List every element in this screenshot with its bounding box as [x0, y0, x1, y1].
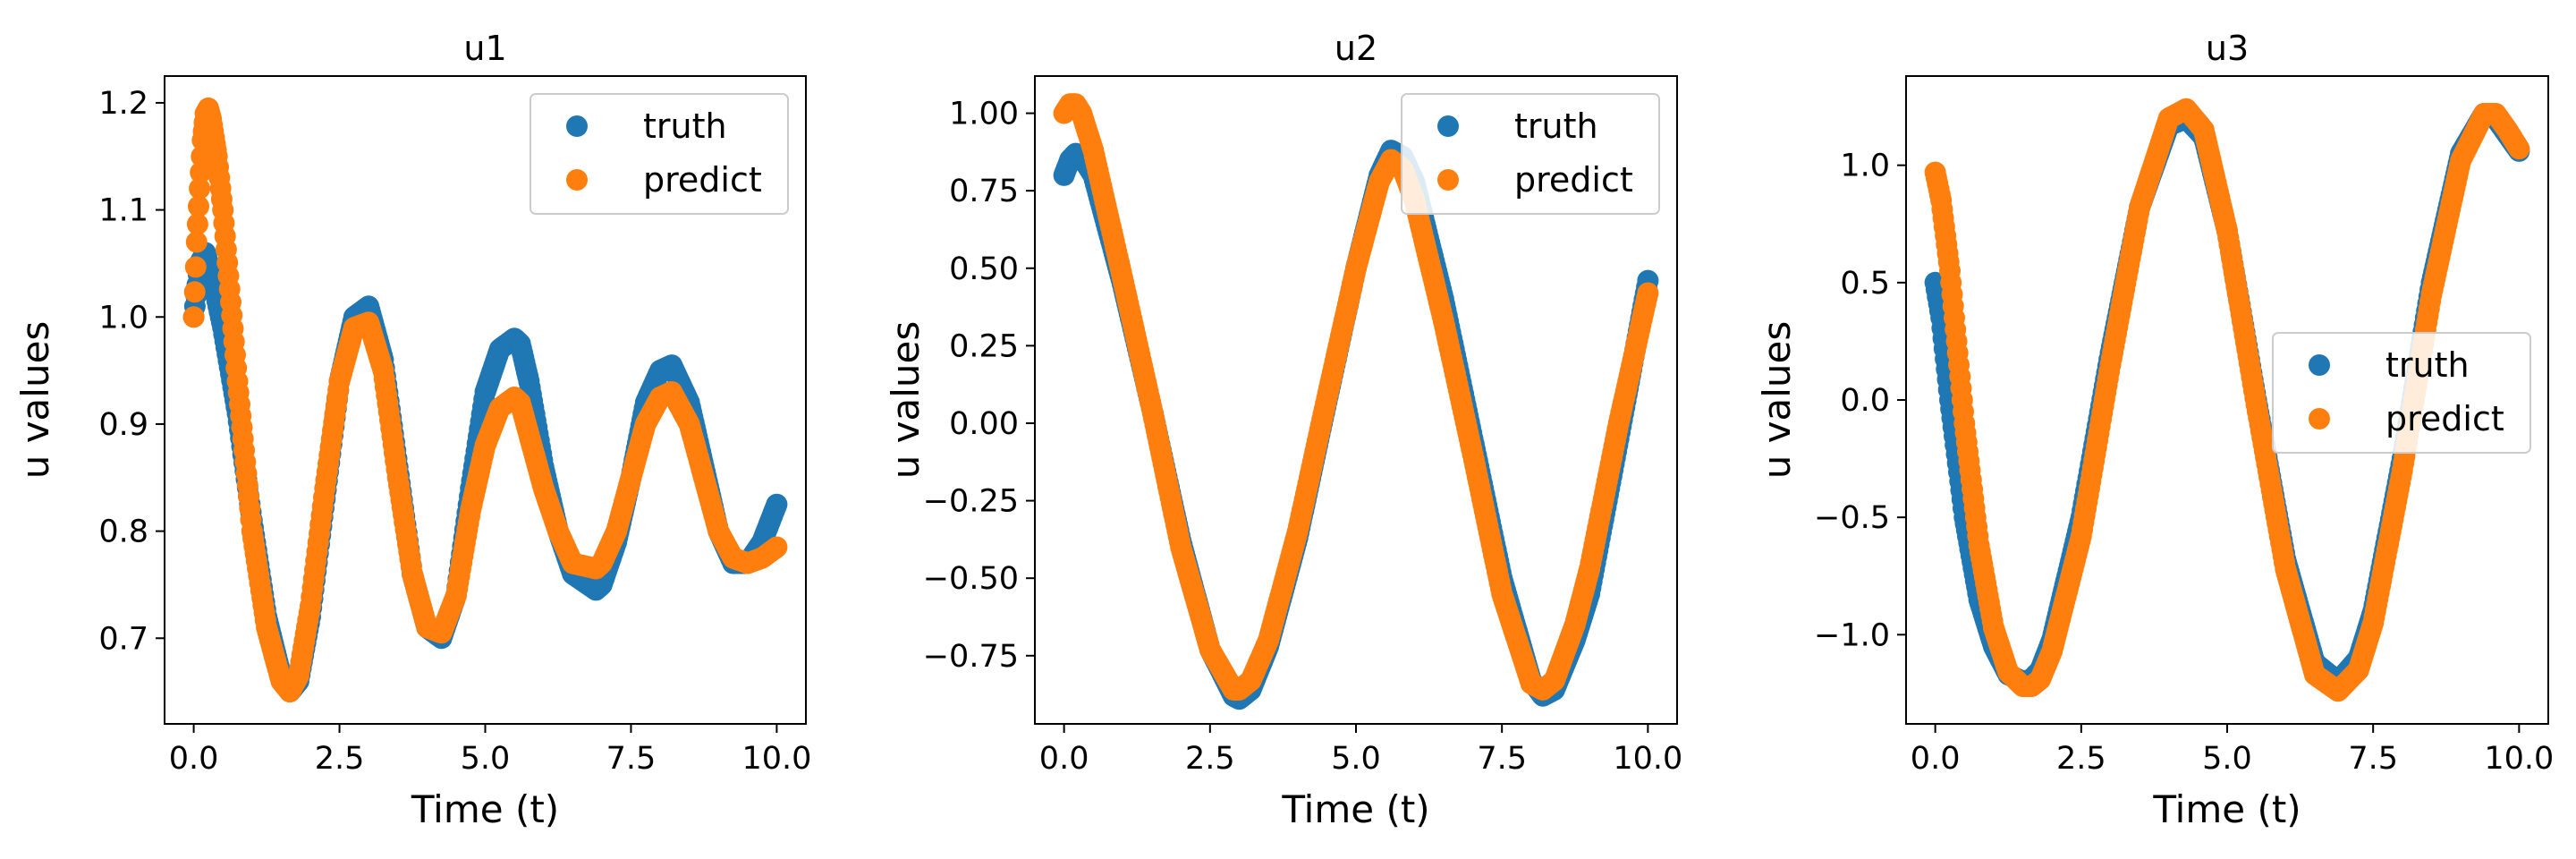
plot-area — [182, 97, 788, 703]
y-tick-label: −0.75 — [923, 639, 1019, 675]
data-point — [189, 177, 211, 200]
legend-box — [530, 93, 789, 215]
series-predict — [182, 97, 788, 703]
y-tick-label: 0.00 — [949, 406, 1019, 442]
data-point — [766, 493, 788, 515]
legend-label-predict: predict — [643, 160, 762, 200]
x-axis-label: Time (t) — [411, 787, 559, 831]
x-tick-label: 2.5 — [2056, 741, 2106, 777]
subplot-u3: 0.0 2.5 5.0 7.5 10.0 −1.0 −0.5 0.0 0.5 1.0 u3 Time … — [1755, 29, 2554, 831]
data-point — [184, 256, 207, 278]
y-tick-label: 0.50 — [949, 251, 1019, 287]
x-tick-label: 7.5 — [2348, 741, 2398, 777]
panel-title: u1 — [463, 29, 506, 68]
subplot-u2: 0.0 2.5 5.0 7.5 10.0 −0.75 −0.50 −0.25 0.00 0.25 0… — [884, 29, 1682, 831]
x-tick-label: 5.0 — [2202, 741, 2252, 777]
data-point — [182, 306, 205, 328]
y-tick-label: 0.7 — [98, 621, 148, 657]
legend-marker-predict — [2309, 408, 2330, 430]
y-tick-label: 0.8 — [98, 515, 148, 550]
legend-marker-predict — [566, 169, 588, 191]
subplots: 0.0 2.5 5.0 7.5 10.0 0.7 0.8 0.9 1.0 1.1 1.2 u1 Time… — [13, 29, 2554, 831]
y-tick-label: −1.0 — [1814, 617, 1890, 653]
x-tick-label: 10.0 — [1613, 741, 1682, 777]
data-point — [2508, 138, 2530, 160]
x-tick-label: 5.0 — [1331, 741, 1381, 777]
legend-marker-truth — [566, 115, 588, 137]
x-tick-label: 2.5 — [1185, 741, 1235, 777]
y-tick-label: 1.1 — [98, 193, 148, 229]
x-tick-label: 0.0 — [1911, 741, 1961, 777]
x-tick-label: 10.0 — [2484, 741, 2554, 777]
data-point — [183, 281, 206, 303]
plot-area — [1053, 93, 1659, 710]
x-tick-label: 7.5 — [606, 741, 657, 777]
x-tick-label: 0.0 — [1039, 741, 1089, 777]
y-tick-label: 1.2 — [98, 86, 148, 122]
x-tick-label: 0.0 — [169, 741, 219, 777]
series-predict — [1924, 98, 2530, 702]
legend-label-predict: predict — [2385, 399, 2504, 438]
legend-marker-truth — [2309, 354, 2330, 376]
y-axis-label: u values — [1755, 321, 1799, 480]
x-axis-label: Time (t) — [1281, 787, 1429, 831]
x-tick-label: 7.5 — [1477, 741, 1527, 777]
data-point — [188, 195, 209, 217]
y-axis-label: u values — [13, 321, 57, 480]
data-point — [185, 231, 208, 253]
x-tick-label: 5.0 — [461, 741, 511, 777]
x-axis-label: Time (t) — [2152, 787, 2301, 831]
y-tick-label: −0.25 — [923, 484, 1019, 520]
subplot-u1: 0.0 2.5 5.0 7.5 10.0 0.7 0.8 0.9 1.0 1.1 1.2 u1 Time… — [13, 29, 811, 831]
y-tick-label: 0.25 — [949, 328, 1019, 364]
plot-area — [1924, 98, 2530, 702]
y-tick-label: −0.5 — [1814, 500, 1890, 536]
legend-label-truth: truth — [643, 106, 727, 146]
legend: truth predict — [530, 93, 789, 215]
legend-box — [1401, 93, 1660, 215]
panel-title: u3 — [2206, 29, 2249, 68]
series-predict — [1053, 93, 1659, 701]
legend-label-truth: truth — [2385, 345, 2470, 385]
legend-label-truth: truth — [1514, 106, 1598, 146]
legend-marker-predict — [1437, 169, 1459, 191]
data-point — [1637, 282, 1659, 304]
data-point — [766, 536, 788, 558]
legend-label-predict: predict — [1514, 160, 1633, 200]
data-point — [190, 161, 212, 183]
legend: truth predict — [1401, 93, 1660, 215]
y-tick-label: 0.9 — [98, 407, 148, 443]
y-axis-label: u values — [884, 321, 928, 480]
data-point — [186, 213, 208, 235]
legend-box — [2272, 332, 2531, 454]
y-tick-label: 1.00 — [949, 97, 1019, 132]
y-tick-label: 1.0 — [1840, 149, 1890, 184]
y-tick-label: 0.5 — [1840, 266, 1890, 302]
legend-marker-truth — [1437, 115, 1459, 137]
panel-title: u2 — [1335, 29, 1377, 68]
y-tick-label: 0.0 — [1840, 383, 1890, 419]
y-tick-label: 0.75 — [949, 174, 1019, 209]
legend: truth predict — [2272, 332, 2531, 454]
x-tick-label: 2.5 — [315, 741, 365, 777]
x-tick-label: 10.0 — [741, 741, 811, 777]
y-tick-label: 1.0 — [98, 300, 148, 336]
y-tick-label: −0.50 — [923, 561, 1019, 597]
